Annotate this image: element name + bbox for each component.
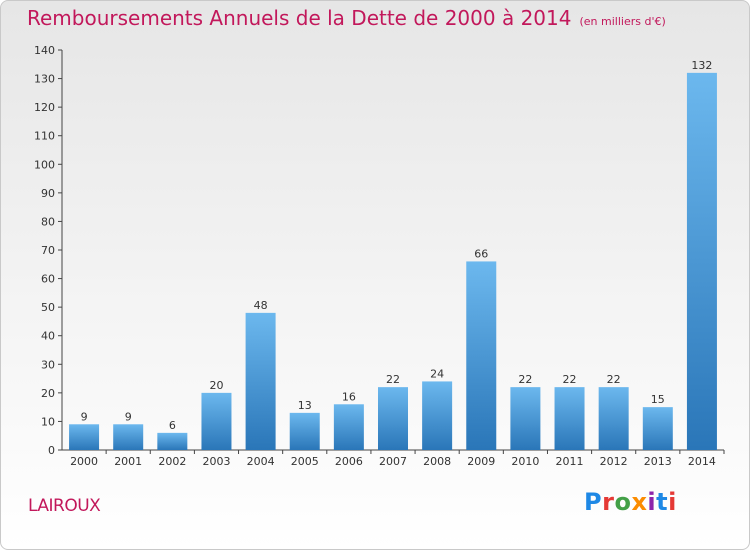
y-tick-label: 70 <box>41 244 55 257</box>
y-tick-label: 100 <box>34 158 55 171</box>
x-tick-label: 2002 <box>158 455 186 468</box>
x-tick-label: 2013 <box>644 455 672 468</box>
bar-2012 <box>598 387 629 450</box>
x-tick-label: 2001 <box>114 455 142 468</box>
proxiti-logo[interactable]: Proxiti <box>584 488 677 516</box>
y-tick-label: 90 <box>41 187 55 200</box>
y-tick-label: 30 <box>41 358 55 371</box>
data-labels: 9 9 6 20 48 13 16 22 24 66 22 22 22 15 132 <box>81 59 713 432</box>
x-tick-label: 2012 <box>600 455 628 468</box>
data-label-2007: 22 <box>386 373 400 386</box>
bar-2006 <box>333 404 364 450</box>
bar-2009 <box>466 261 497 450</box>
x-tick-label: 2008 <box>423 455 451 468</box>
x-tick-label: 2004 <box>247 455 275 468</box>
data-label-2009: 66 <box>474 247 488 260</box>
data-label-2005: 13 <box>298 399 312 412</box>
y-tick-label: 60 <box>41 273 55 286</box>
bar-2004 <box>245 312 276 450</box>
data-label-2008: 24 <box>430 367 444 380</box>
logo-letter: P <box>584 488 603 516</box>
bar-2007 <box>378 387 408 450</box>
y-tick-label: 20 <box>41 387 55 400</box>
data-label-2004: 48 <box>254 299 268 312</box>
y-tick-label: 10 <box>41 415 55 428</box>
logo-letter: t <box>656 488 669 516</box>
chart-title-block: Remboursements Annuels de la Dette de 20… <box>27 6 666 30</box>
bars <box>69 72 717 450</box>
x-axis: 2000 2001 2002 2003 2004 2005 2006 2007 2008 2009… <box>62 449 725 468</box>
x-tick-label: 2006 <box>335 455 363 468</box>
logo-letter: x <box>631 488 648 516</box>
data-label-2012: 22 <box>607 373 621 386</box>
data-label-2014: 132 <box>691 59 712 72</box>
x-tick-label: 2005 <box>291 455 319 468</box>
data-label-2013: 15 <box>651 393 665 406</box>
logo-letter: i <box>668 488 677 516</box>
bar-2011 <box>554 387 585 450</box>
bar-2001 <box>113 424 144 450</box>
data-label-2006: 16 <box>342 390 356 403</box>
x-tick-label: 2009 <box>467 455 495 468</box>
logo-letter: r <box>602 488 615 516</box>
bar-2005 <box>289 412 320 450</box>
x-tick-label: 2000 <box>70 455 98 468</box>
y-tick-label: 80 <box>41 215 55 228</box>
chart-title: Remboursements Annuels de la Dette de 20… <box>27 6 572 30</box>
x-tick-label: 2014 <box>688 455 716 468</box>
data-label-2000: 9 <box>81 410 88 423</box>
y-tick-label: 120 <box>34 101 55 114</box>
data-label-2002: 6 <box>169 419 176 432</box>
y-tick-label: 110 <box>34 130 55 143</box>
bar-2000 <box>69 424 100 450</box>
y-tick-label: 40 <box>41 330 55 343</box>
x-tick-label: 2003 <box>202 455 230 468</box>
bar-2002 <box>157 432 188 450</box>
x-tick-label: 2011 <box>556 455 584 468</box>
bar-2003 <box>201 392 232 450</box>
x-tick-label: 2007 <box>379 455 407 468</box>
y-tick-label: 50 <box>41 301 55 314</box>
y-axis: 0 10 20 30 40 50 60 70 80 90 100 110 120 130 140 <box>34 44 63 457</box>
bar-2013 <box>642 407 673 450</box>
data-label-2011: 22 <box>563 373 577 386</box>
commune-name: LAIROUX <box>28 496 101 516</box>
chart-unit: (en milliers d'€) <box>579 15 666 28</box>
y-tick-label: 0 <box>48 444 55 457</box>
logo-letter: i <box>647 488 657 516</box>
data-label-2001: 9 <box>125 410 132 423</box>
data-label-2010: 22 <box>518 373 532 386</box>
x-tick-label: 2010 <box>511 455 539 468</box>
data-label-2003: 20 <box>209 379 223 392</box>
bar-2014 <box>686 72 717 450</box>
bar-2010 <box>510 387 541 450</box>
y-tick-label: 140 <box>34 44 55 57</box>
y-tick-label: 130 <box>34 73 55 86</box>
logo-letter: o <box>614 488 632 516</box>
bar-2008 <box>422 381 453 450</box>
